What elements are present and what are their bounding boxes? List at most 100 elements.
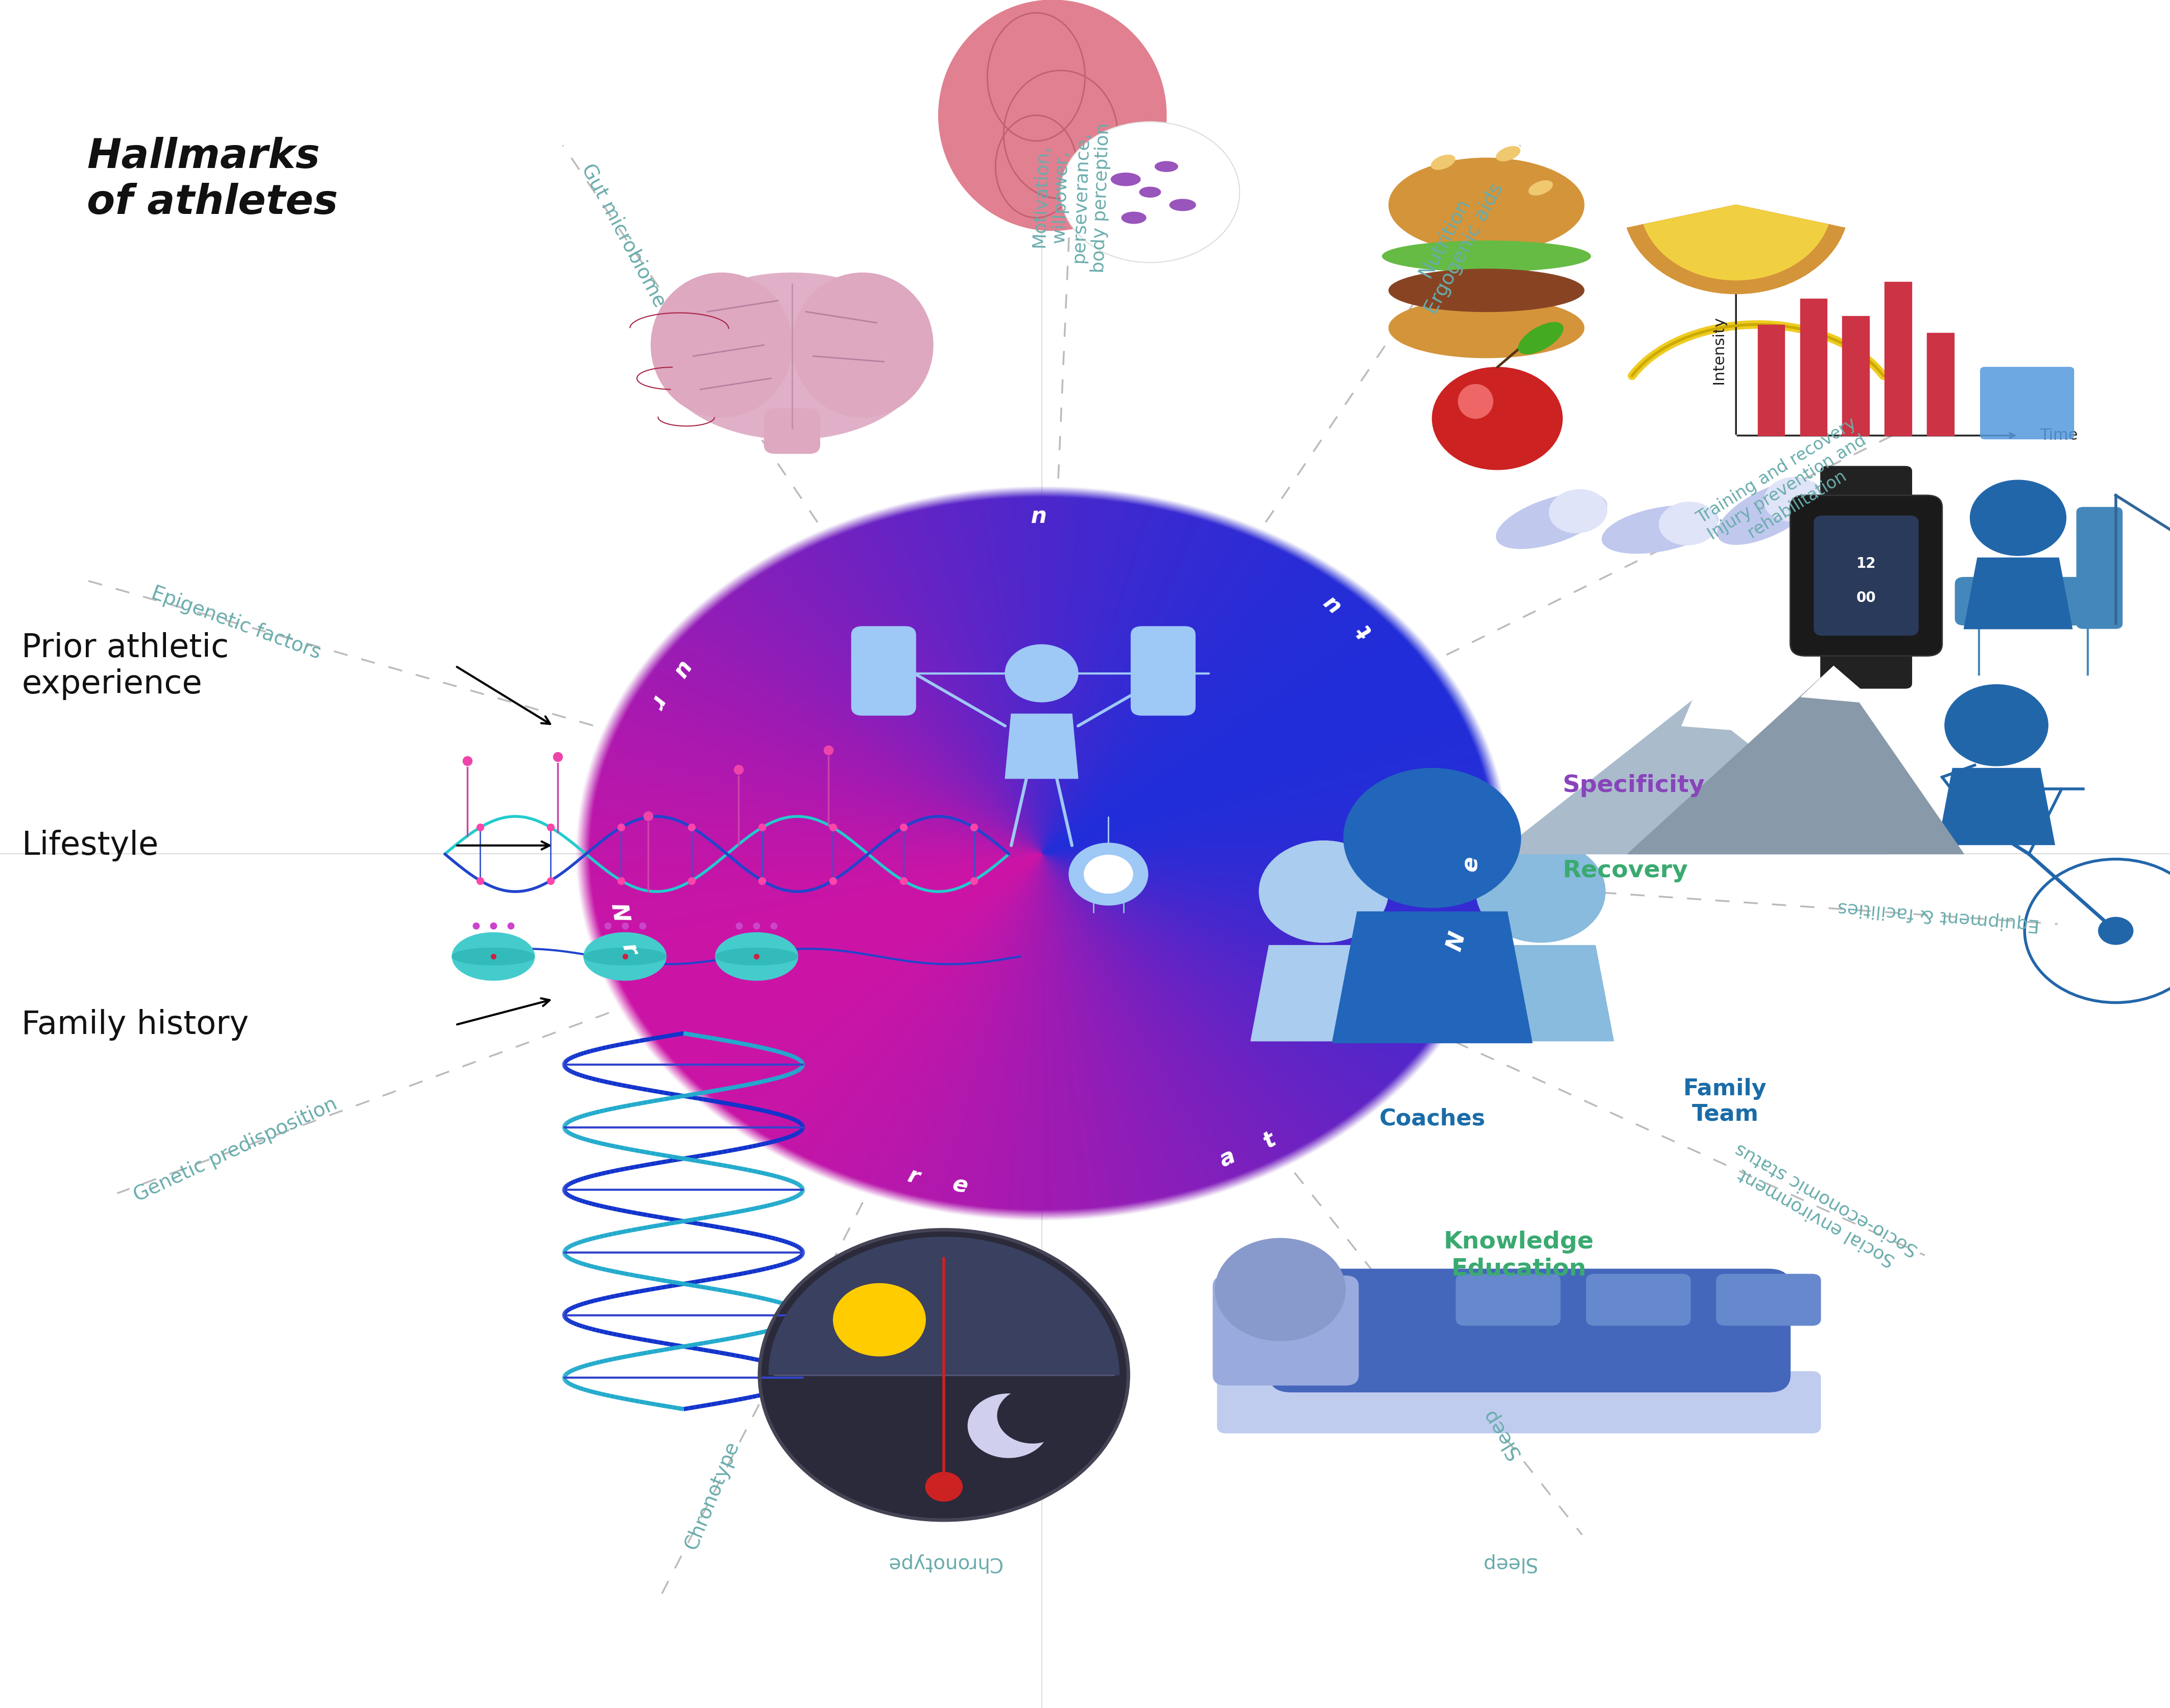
Wedge shape — [1641, 205, 1831, 284]
Text: Lifestyle: Lifestyle — [22, 830, 158, 861]
Text: Prior athletic
experience: Prior athletic experience — [22, 632, 230, 700]
FancyBboxPatch shape — [1814, 516, 1918, 635]
Text: u: u — [1029, 506, 1044, 528]
Text: Recovery: Recovery — [1562, 859, 1688, 883]
Polygon shape — [768, 1237, 1120, 1375]
Circle shape — [760, 1230, 1128, 1520]
Circle shape — [1944, 685, 2048, 765]
Polygon shape — [1938, 769, 2055, 845]
Ellipse shape — [651, 273, 792, 417]
Text: Motivation,
willpower,
perseverance,
body perception: Motivation, willpower, perseverance, bod… — [1029, 121, 1113, 273]
FancyBboxPatch shape — [1586, 1274, 1690, 1325]
Text: Social environment
Socio-economic status: Social environment Socio-economic status — [1723, 1141, 1920, 1276]
Text: r: r — [647, 692, 671, 712]
Ellipse shape — [451, 933, 534, 980]
Text: Intensity: Intensity — [1712, 316, 1725, 384]
FancyBboxPatch shape — [851, 627, 916, 716]
Ellipse shape — [937, 0, 1165, 231]
Ellipse shape — [1432, 155, 1454, 169]
Circle shape — [998, 1389, 1068, 1443]
Text: Hallmarks
of athletes: Hallmarks of athletes — [87, 137, 339, 222]
Text: Knowledge
Education: Knowledge Education — [1443, 1231, 1595, 1279]
Circle shape — [968, 1394, 1048, 1457]
FancyBboxPatch shape — [764, 408, 820, 454]
Ellipse shape — [1389, 299, 1584, 359]
Bar — [1842, 316, 1868, 436]
FancyBboxPatch shape — [1269, 1269, 1790, 1392]
Wedge shape — [1628, 205, 1845, 294]
FancyBboxPatch shape — [1456, 1274, 1560, 1325]
Circle shape — [1343, 769, 1521, 907]
Ellipse shape — [1122, 212, 1146, 224]
Bar — [1884, 282, 1912, 436]
Circle shape — [1085, 856, 1133, 893]
Text: N: N — [1443, 929, 1469, 953]
FancyBboxPatch shape — [1131, 627, 1196, 716]
Circle shape — [1070, 844, 1148, 905]
Text: Nutrition
Ergogenic aids: Nutrition Ergogenic aids — [1402, 169, 1506, 318]
Circle shape — [1215, 1238, 1345, 1341]
Ellipse shape — [1389, 268, 1584, 311]
Ellipse shape — [1170, 200, 1196, 210]
Bar — [1758, 325, 1784, 436]
Polygon shape — [1332, 912, 1532, 1044]
Ellipse shape — [1601, 506, 1719, 553]
Ellipse shape — [1716, 480, 1821, 545]
Text: r: r — [905, 1165, 922, 1189]
FancyBboxPatch shape — [1213, 1276, 1358, 1385]
FancyBboxPatch shape — [1821, 466, 1912, 514]
Ellipse shape — [1382, 241, 1591, 272]
Text: Sleep: Sleep — [1478, 1406, 1523, 1462]
Text: u: u — [668, 658, 694, 683]
Circle shape — [833, 1283, 924, 1356]
FancyBboxPatch shape — [1981, 367, 2075, 439]
Polygon shape — [1682, 700, 1747, 731]
Ellipse shape — [1139, 188, 1161, 198]
Text: Sleep: Sleep — [1480, 1553, 1536, 1573]
FancyBboxPatch shape — [1790, 495, 1942, 656]
Ellipse shape — [792, 273, 933, 417]
Text: u: u — [1317, 591, 1343, 618]
Polygon shape — [1250, 946, 1397, 1042]
Text: t: t — [1259, 1129, 1280, 1153]
Text: Chronotype: Chronotype — [681, 1438, 742, 1553]
Text: Epigenetic factors: Epigenetic factors — [148, 584, 323, 663]
Wedge shape — [1643, 205, 1829, 280]
Text: Gut microbiome: Gut microbiome — [577, 161, 671, 311]
Text: Coaches: Coaches — [1380, 1108, 1484, 1129]
Polygon shape — [1497, 700, 1888, 854]
Text: Genetic predisposition: Genetic predisposition — [130, 1095, 341, 1206]
Ellipse shape — [451, 948, 534, 965]
Polygon shape — [1005, 714, 1078, 779]
Text: r: r — [618, 941, 642, 958]
Circle shape — [2098, 917, 2133, 945]
Ellipse shape — [1389, 159, 1584, 253]
Wedge shape — [1628, 224, 1845, 294]
Ellipse shape — [1530, 181, 1552, 195]
Text: 00: 00 — [1855, 591, 1877, 605]
Text: e: e — [950, 1173, 970, 1197]
Ellipse shape — [1111, 173, 1141, 186]
Circle shape — [1005, 644, 1078, 702]
FancyBboxPatch shape — [1716, 1274, 1821, 1325]
Text: Chronotype: Chronotype — [885, 1553, 1003, 1573]
Text: Family history: Family history — [22, 1009, 250, 1040]
Ellipse shape — [1458, 384, 1493, 418]
Circle shape — [1061, 121, 1239, 263]
FancyBboxPatch shape — [1821, 641, 1912, 688]
Ellipse shape — [1432, 367, 1562, 470]
Ellipse shape — [584, 933, 666, 980]
Text: N: N — [605, 902, 631, 924]
Polygon shape — [1801, 666, 1877, 704]
Ellipse shape — [1660, 502, 1716, 545]
Ellipse shape — [1154, 162, 1178, 173]
Text: e: e — [1460, 856, 1482, 871]
Ellipse shape — [584, 948, 666, 965]
Text: t: t — [1352, 620, 1376, 642]
Ellipse shape — [1497, 494, 1606, 548]
Text: Family
Team: Family Team — [1684, 1078, 1766, 1126]
Circle shape — [924, 1472, 963, 1501]
Circle shape — [1970, 480, 2066, 555]
Ellipse shape — [1764, 477, 1821, 521]
FancyBboxPatch shape — [2077, 507, 2122, 629]
